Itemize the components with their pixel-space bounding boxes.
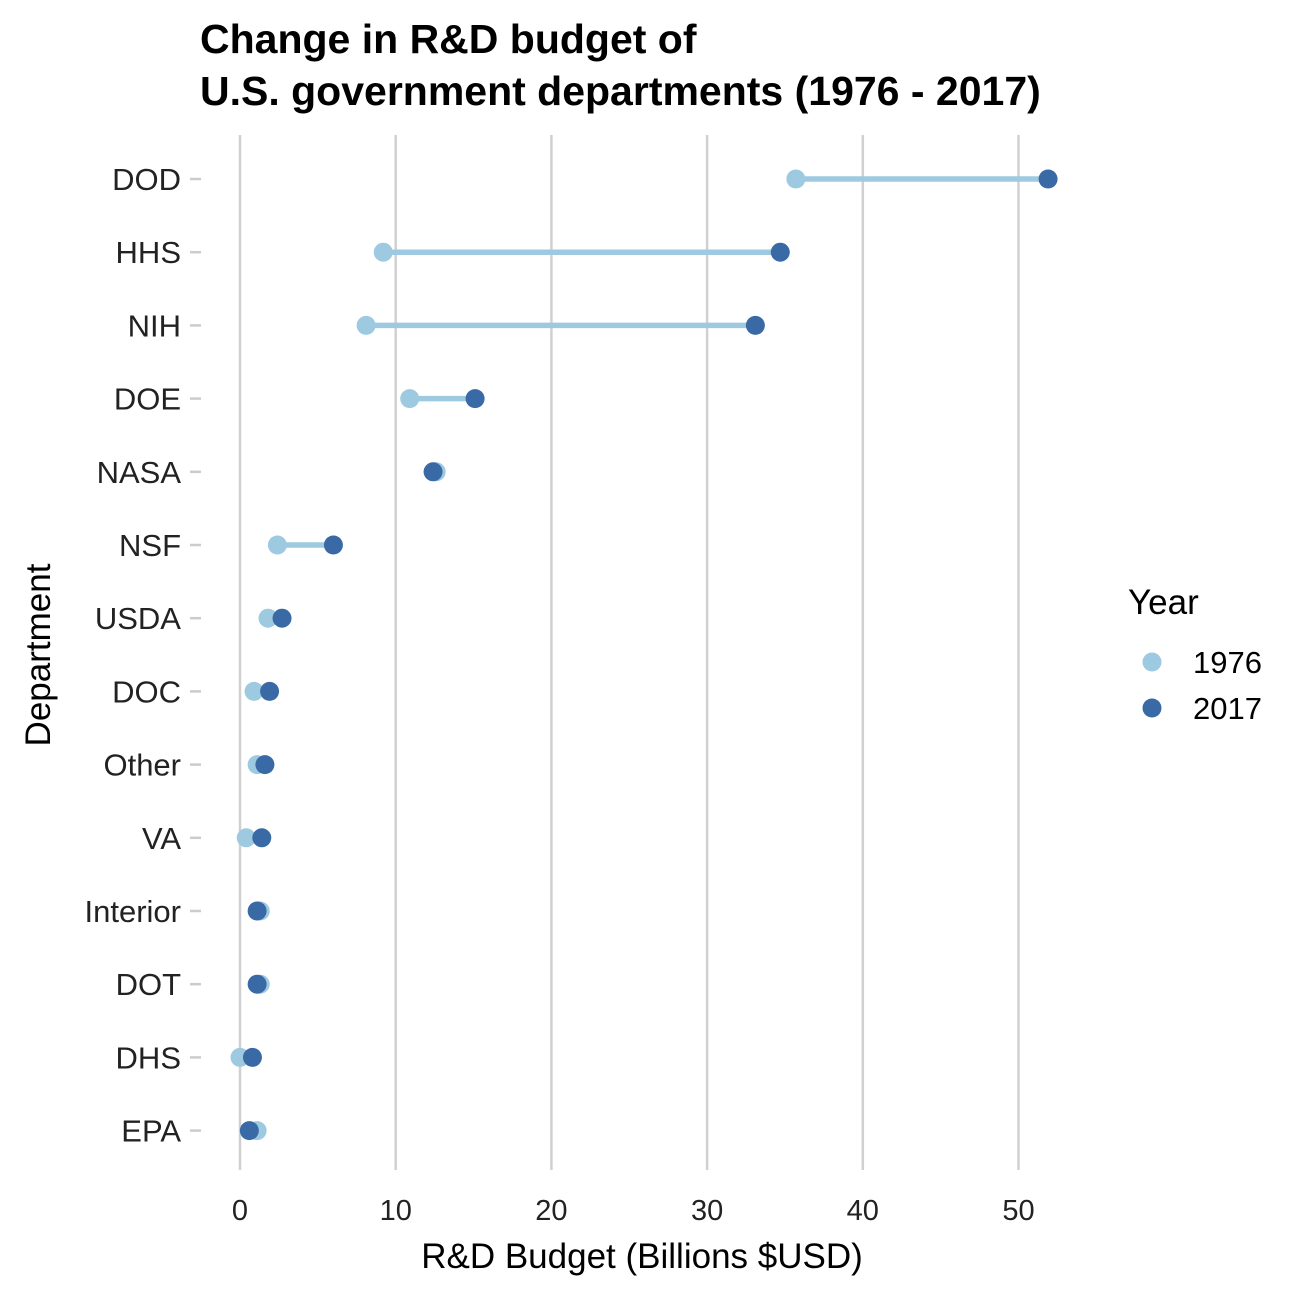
legend-label: 1976 [1193,645,1262,680]
x-tick-label: 10 [380,1195,412,1227]
point-2017 [745,315,765,335]
point-2017 [255,755,275,775]
y-tick-label: USDA [95,601,181,636]
point-2017 [423,462,443,482]
y-tick-label: DOD [112,162,181,197]
point-1976 [373,242,393,262]
chart-title-line-1: Change in R&D budget of [200,16,697,62]
point-2017 [272,608,292,628]
point-2017 [465,389,485,409]
point-2017 [247,974,267,994]
legend-key-2017 [1142,698,1162,718]
point-1976 [236,828,256,848]
x-tick-label: 20 [535,1195,567,1227]
point-2017 [252,828,272,848]
point-2017 [260,681,280,701]
tick-layer [190,177,201,1132]
point-2017 [247,901,267,921]
point-2017 [323,535,343,555]
y-tick-label: DOT [116,967,182,1002]
y-tick-label: HHS [116,235,181,270]
y-tick-label: Interior [85,894,181,929]
point-1976 [356,315,376,335]
y-tick-label: DOE [114,382,181,417]
legend-title: Year [1128,583,1199,622]
y-tick-label: NSF [119,528,181,563]
y-tick-label: DHS [116,1040,181,1075]
point-2017 [242,1047,262,1067]
chart-title-line-2: U.S. government departments (1976 - 2017… [200,68,1041,114]
point-1976 [786,169,806,189]
legend-key-1976 [1142,652,1162,672]
y-tick-label: EPA [121,1114,181,1149]
x-tick-label: 40 [847,1195,879,1227]
legend-label: 2017 [1193,691,1262,726]
y-axis-label: Department [19,563,58,746]
point-2017 [1038,169,1058,189]
x-tick-label: 50 [1002,1195,1034,1227]
point-1976 [400,389,420,409]
point-2017 [239,1121,259,1141]
y-tick-label: DOC [112,674,181,709]
y-tick-label: NASA [97,455,182,490]
x-axis-label: R&D Budget (Billions $USD) [421,1237,863,1276]
point-1976 [267,535,287,555]
label-layer: 0 10 20 30 40 50 DOD HHS NIH DOE NASA NSF USDA DOC Oth… [85,162,1035,1227]
point-layer [230,169,1058,1141]
y-tick-label: NIH [128,308,181,343]
point-1976 [244,681,264,701]
y-tick-label: Other [103,748,181,783]
x-tick-label: 30 [691,1195,723,1227]
x-tick-label: 0 [232,1195,248,1227]
grid-layer [238,135,1020,1170]
point-1976 [258,608,278,628]
y-tick-label: VA [142,821,181,856]
point-2017 [770,242,790,262]
legend: Year 1976 2017 [1128,583,1262,726]
